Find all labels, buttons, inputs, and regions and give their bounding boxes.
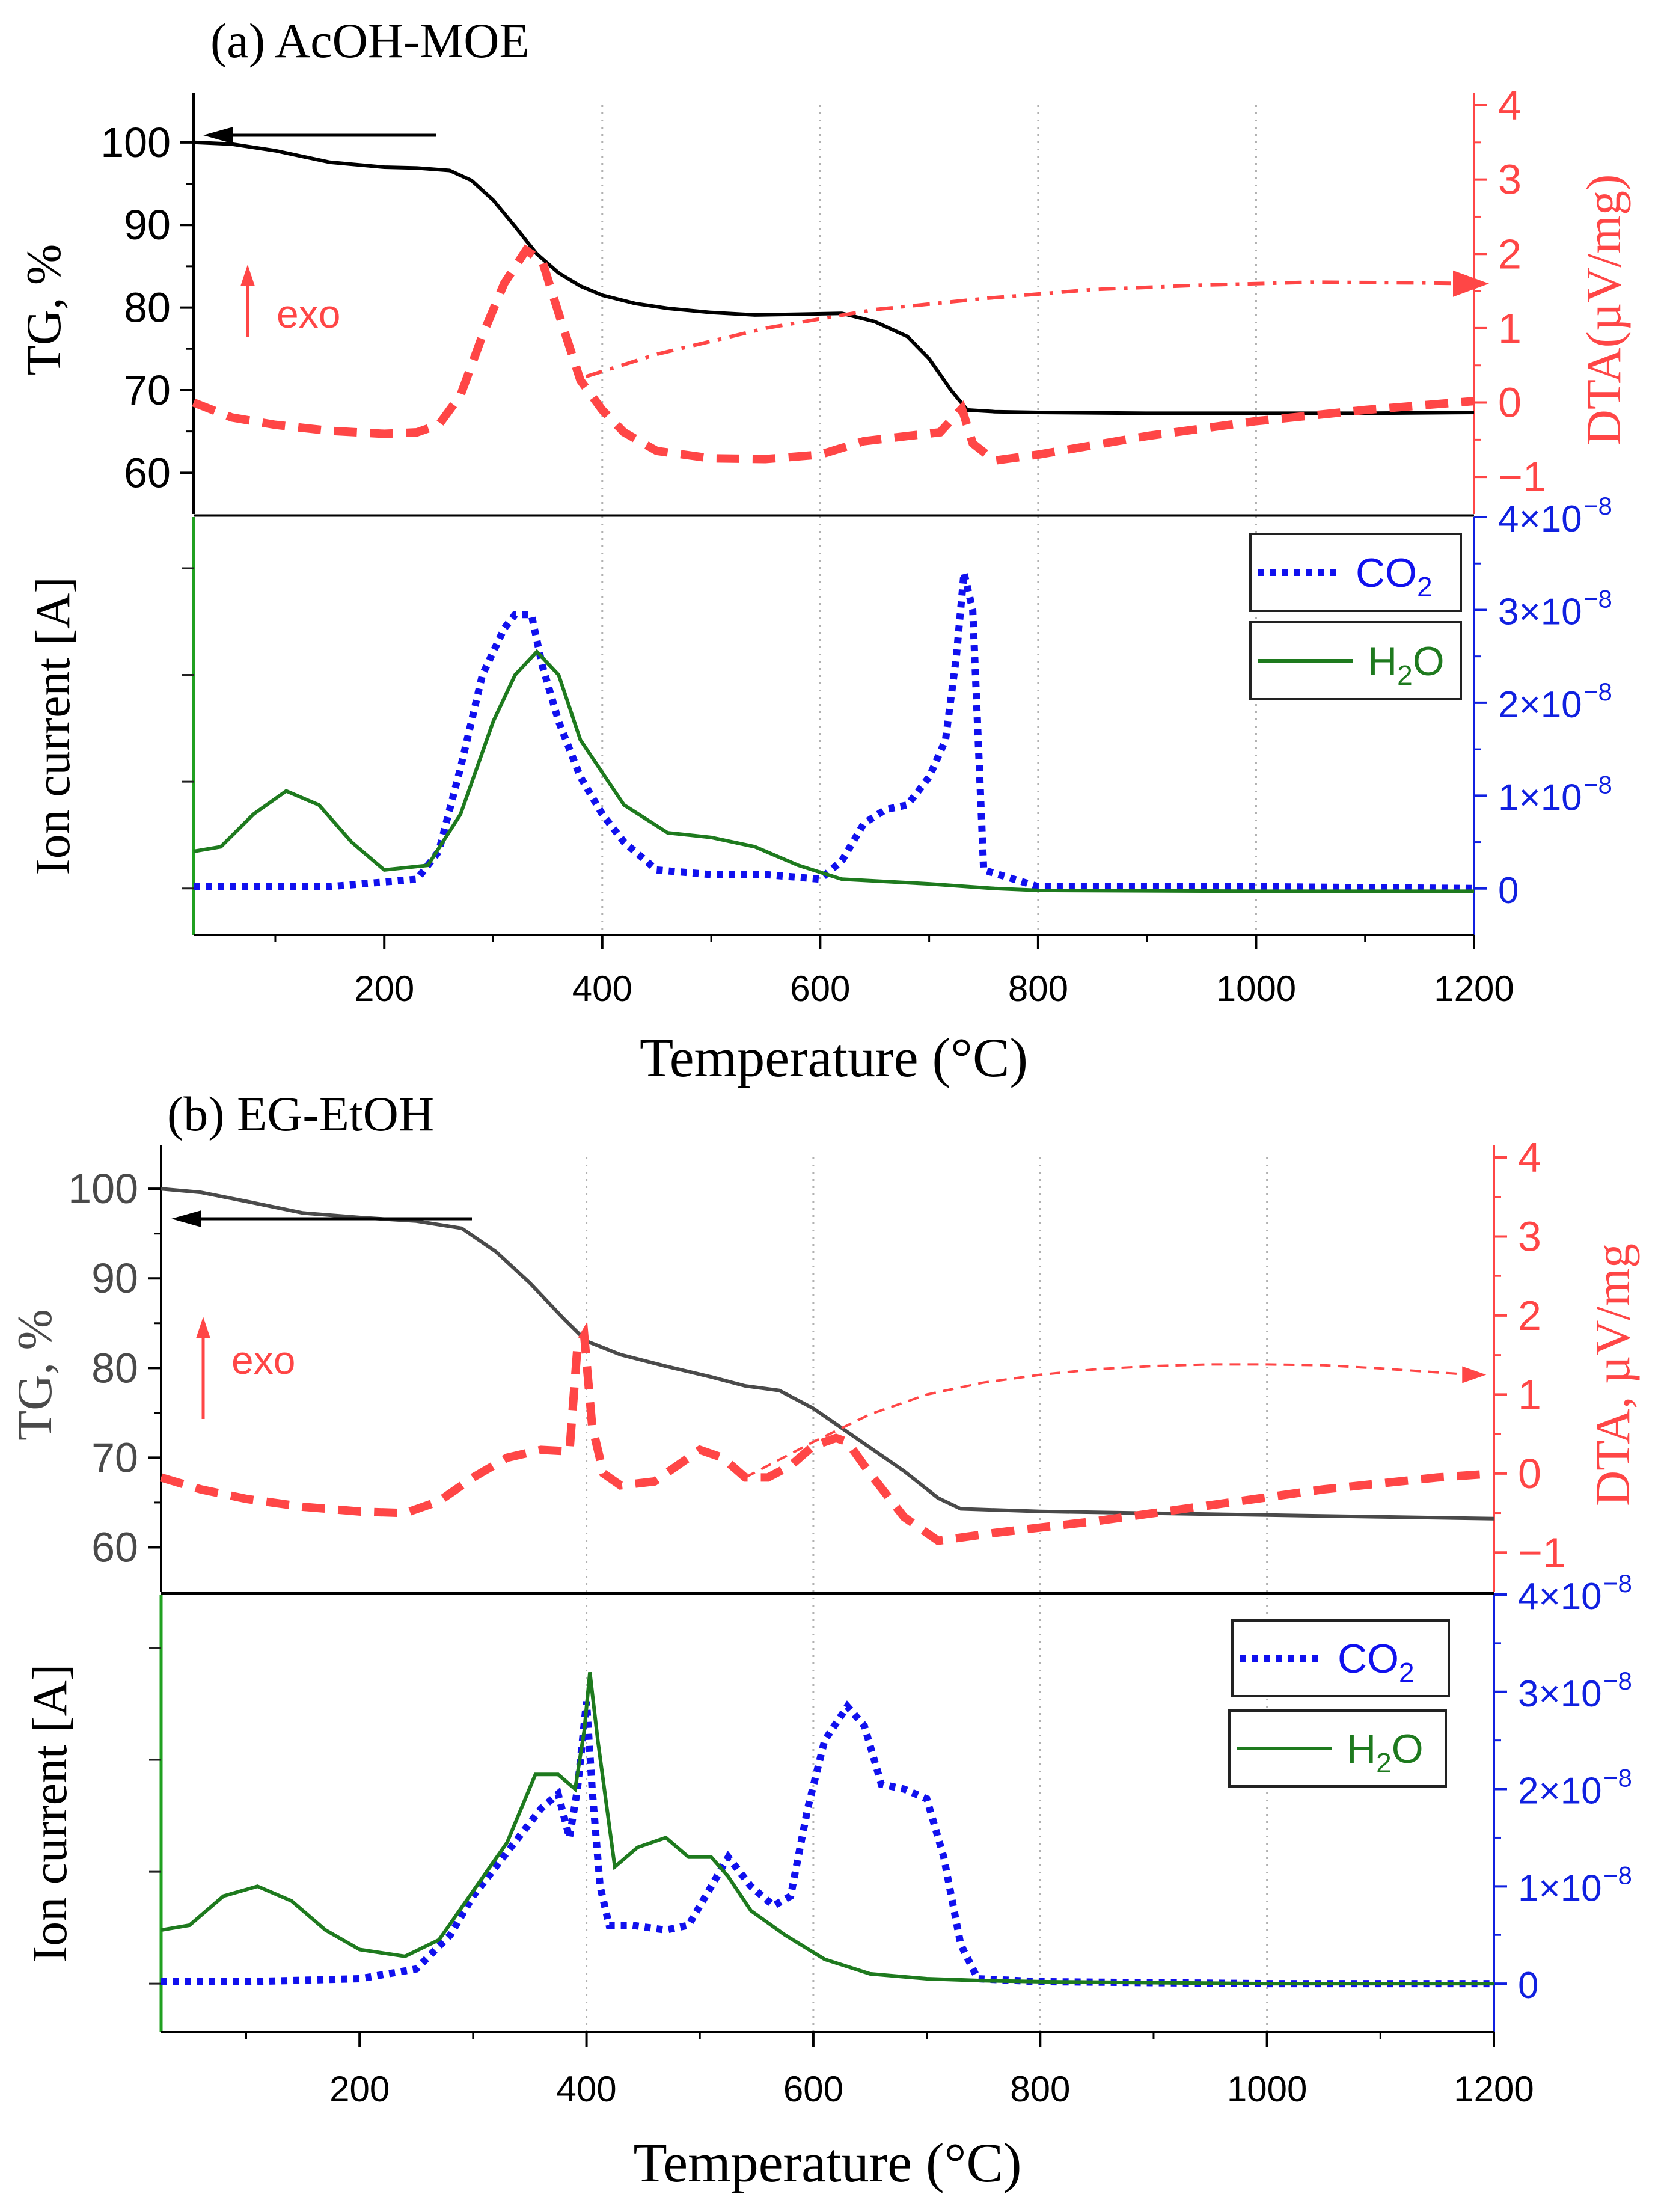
dta-tick-label: 2 xyxy=(1498,230,1522,277)
tg-curve xyxy=(161,1187,1494,1521)
x-tick-label: 1000 xyxy=(1216,969,1296,1009)
tg-axis-label: TG, % xyxy=(16,244,71,376)
exo-label: exo xyxy=(231,1338,295,1382)
dta-baseline-curve xyxy=(744,1363,1472,1479)
x-tick-label: 400 xyxy=(572,969,632,1009)
dta-tick-label: −1 xyxy=(1498,453,1546,500)
legend-co2-label: CO2 xyxy=(1338,1636,1415,1688)
dta-tick-label: 1 xyxy=(1498,305,1522,352)
x-tick-label: 400 xyxy=(556,2069,616,2109)
x-tick-label: 600 xyxy=(790,969,850,1009)
x-tick-label: 800 xyxy=(1008,969,1068,1009)
dta-tick-label: 4 xyxy=(1498,82,1522,129)
ion-tick-label: 2×10 xyxy=(1498,684,1582,726)
ion-tick-exponent: −8 xyxy=(1603,1764,1632,1792)
x-tick-label: 200 xyxy=(329,2069,390,2109)
tg-direction-arrowhead xyxy=(171,1210,201,1227)
ion-tick-label: 1×10 xyxy=(1518,1867,1602,1909)
ion-tick-exponent: −8 xyxy=(1583,584,1612,613)
panel-title: (b) EG-EtOH xyxy=(167,1086,434,1141)
ion-tick-exponent: −8 xyxy=(1583,770,1612,798)
dta-baseline-curve xyxy=(585,280,1475,379)
dta-tick-label: −1 xyxy=(1518,1529,1566,1576)
ion-tick-label: 0 xyxy=(1518,1965,1538,2006)
dta-curve xyxy=(159,1321,1494,1545)
dta-curve xyxy=(192,244,1475,465)
ion-tick-label: 2×10 xyxy=(1518,1771,1602,1812)
tg-tick-label: 70 xyxy=(124,367,171,414)
dta-tick-label: 4 xyxy=(1518,1134,1541,1181)
h2o-curve xyxy=(193,649,1474,893)
tg-tick-label: 90 xyxy=(124,201,171,248)
ion-tick-exponent: −8 xyxy=(1583,678,1612,706)
ion-tick-exponent: −8 xyxy=(1603,1861,1632,1889)
exo-label: exo xyxy=(277,292,340,336)
ion-tick-label: 4×10 xyxy=(1518,1576,1602,1617)
legend-h2o-text-end: O xyxy=(1413,639,1445,684)
legend-h2o-text: H xyxy=(1368,639,1397,684)
legend-h2o-subscript: 2 xyxy=(1397,660,1413,691)
tg-direction-arrowhead xyxy=(203,127,233,144)
ion-tick-exponent: −8 xyxy=(1583,492,1612,520)
tg-curve xyxy=(193,140,1475,415)
legend-co2-text: CO xyxy=(1338,1636,1399,1682)
x-axis-label: Temperature (°C) xyxy=(634,2132,1022,2193)
legend-co2-label: CO2 xyxy=(1356,550,1433,602)
tg-tick-label: 80 xyxy=(124,284,171,331)
legend-co2-text: CO xyxy=(1356,550,1417,596)
tg-tick-label: 90 xyxy=(91,1255,138,1302)
legend-h2o-label: H2O xyxy=(1368,639,1445,691)
ion-tick-exponent: −8 xyxy=(1603,1569,1632,1598)
exo-arrowhead xyxy=(196,1317,210,1338)
legend-h2o-text: H xyxy=(1347,1726,1376,1772)
dta-baseline-arrowhead xyxy=(1462,1366,1487,1383)
legend-h2o-label: H2O xyxy=(1347,1726,1424,1778)
tg-tick-label: 100 xyxy=(100,119,171,166)
dta-tick-label: 3 xyxy=(1518,1213,1541,1260)
dta-baseline-arrowhead xyxy=(1453,270,1489,297)
dta-axis-label: DTA(µV/mg) xyxy=(1576,174,1631,446)
ion-axis-label: Ion current [A] xyxy=(22,1664,77,1962)
exo-arrowhead xyxy=(240,265,255,286)
dta-tick-label: 0 xyxy=(1518,1450,1541,1497)
ion-tick-label: 1×10 xyxy=(1498,777,1582,818)
tg-tick-label: 60 xyxy=(91,1524,138,1570)
ion-tick-label: 3×10 xyxy=(1518,1673,1602,1715)
x-axis-label: Temperature (°C) xyxy=(640,1027,1028,1088)
x-tick-label: 600 xyxy=(783,2069,843,2109)
tg-axis-label: TG, % xyxy=(7,1309,62,1441)
legend-h2o-subscript: 2 xyxy=(1376,1747,1392,1778)
h2o-curve xyxy=(161,1672,1494,1986)
tg-tick-label: 70 xyxy=(91,1434,138,1481)
panel-b: (b) EG-EtOH 60 70 80 90 100 TG, % −1 0 1 2 3 4 DTA, µ… xyxy=(7,1086,1640,2193)
legend-h2o-text-end: O xyxy=(1392,1726,1424,1772)
panel-title: (a) AcOH-MOE xyxy=(210,13,530,68)
co2-curve xyxy=(194,572,1475,892)
x-tick-label: 200 xyxy=(354,969,414,1009)
ion-tick-exponent: −8 xyxy=(1603,1667,1632,1695)
dta-tick-label: 1 xyxy=(1518,1371,1541,1418)
ion-tick-label: 0 xyxy=(1498,870,1519,911)
x-tick-label: 800 xyxy=(1010,2069,1070,2109)
legend-co2-subscript: 2 xyxy=(1417,571,1433,602)
legend-co2-subscript: 2 xyxy=(1399,1657,1415,1688)
tg-tick-label: 100 xyxy=(68,1165,138,1212)
dta-tick-label: 3 xyxy=(1498,156,1522,203)
dta-tick-label: 0 xyxy=(1498,379,1522,426)
x-tick-label: 1200 xyxy=(1434,969,1514,1009)
dta-axis-label: DTA, µV/mg xyxy=(1585,1243,1640,1506)
tg-tick-label: 60 xyxy=(124,449,171,496)
dta-tick-label: 2 xyxy=(1518,1292,1541,1339)
tg-tick-label: 80 xyxy=(91,1344,138,1391)
co2-curve xyxy=(161,1700,1494,1988)
x-tick-label: 1200 xyxy=(1454,2069,1534,2109)
ion-axis-label: Ion current [A] xyxy=(25,577,80,875)
x-tick-label: 1000 xyxy=(1227,2069,1307,2109)
panel-a: (a) AcOH-MOE 60 70 80 90 100 TG, % −1 0 1 2 3 4 DTA(µ… xyxy=(16,13,1631,1088)
ion-tick-label: 4×10 xyxy=(1498,498,1582,540)
ion-tick-label: 3×10 xyxy=(1498,591,1582,633)
